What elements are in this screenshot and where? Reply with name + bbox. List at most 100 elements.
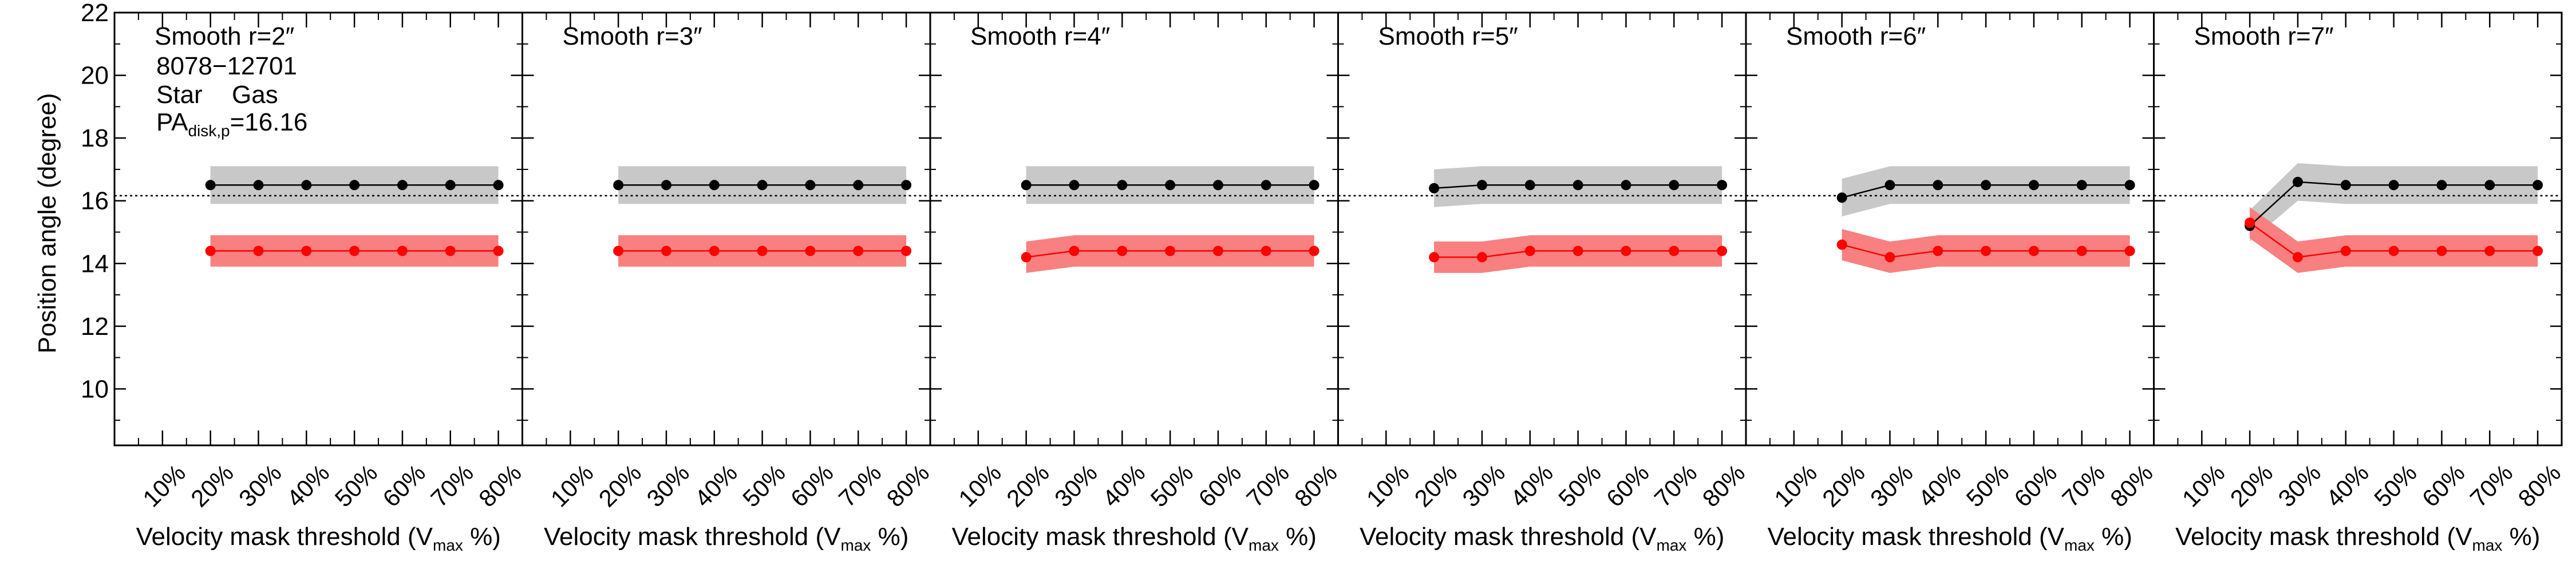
x-tick-label: 40% <box>1097 459 1151 512</box>
x-tick-label: 50% <box>1553 459 1606 512</box>
x-tick-label: 60% <box>377 459 430 512</box>
data-point-gas <box>1309 246 1319 256</box>
y-tick-label: 14 <box>81 250 109 278</box>
data-point-star <box>1524 180 1535 191</box>
panel-title-2: Smooth r=3″ <box>563 22 702 50</box>
data-point-gas <box>1429 252 1440 263</box>
x-tick-label: 70% <box>425 459 479 512</box>
x-tick-label: 70% <box>2465 459 2518 512</box>
data-point-star <box>2388 180 2399 191</box>
data-point-gas <box>445 246 456 256</box>
x-axis-label-suffix: %) <box>1686 523 1724 551</box>
x-tick-label: 70% <box>833 459 887 512</box>
x-tick-label: 40% <box>689 459 742 512</box>
x-tick-label: 70% <box>1649 459 1702 512</box>
data-point-star <box>805 180 816 191</box>
data-point-gas <box>613 246 624 256</box>
x-tick-label: 10% <box>1361 459 1415 512</box>
y-tick-label: 22 <box>81 0 109 27</box>
data-point-gas <box>805 246 816 256</box>
x-tick-label: 50% <box>1961 459 2014 512</box>
data-point-gas <box>757 246 768 256</box>
data-point-gas <box>2124 246 2135 256</box>
x-axis-label-suffix: %) <box>463 523 501 551</box>
x-axis-label-prefix: Velocity mask threshold (V <box>1360 523 1657 551</box>
x-tick-label: 80% <box>473 459 527 512</box>
x-tick-label: 70% <box>1241 459 1294 512</box>
data-point-star <box>613 180 624 191</box>
data-point-gas <box>1836 239 1847 250</box>
x-tick-label: 10% <box>1769 459 1822 512</box>
x-axis-label-prefix: Velocity mask threshold (V <box>1768 523 2065 551</box>
x-axis-label-subscript: max <box>841 536 871 554</box>
panel-title-6: Smooth r=7″ <box>2194 22 2334 50</box>
x-tick-label: 30% <box>2273 459 2326 512</box>
data-point-gas <box>493 246 504 256</box>
data-point-gas <box>1261 246 1271 256</box>
y-tick-label: 16 <box>81 187 109 215</box>
data-point-star <box>1476 180 1487 191</box>
x-tick-label: 60% <box>1601 459 1654 512</box>
data-point-star <box>2292 176 2303 187</box>
x-axis-label-prefix: Velocity mask threshold (V <box>136 523 433 551</box>
panel-frame-5 <box>1745 11 2155 447</box>
data-point-gas <box>853 246 864 256</box>
panel-frame-2 <box>521 11 931 447</box>
x-axis-label-suffix: %) <box>871 523 908 551</box>
band-star-panel-5 <box>1842 166 2130 217</box>
x-tick-label: 30% <box>1457 459 1510 512</box>
pa-label-sub: disk,p <box>188 122 230 140</box>
data-point-gas <box>709 246 720 256</box>
data-point-gas <box>2292 252 2303 263</box>
info-id-text: 8078−12701 <box>156 52 297 80</box>
data-point-star <box>1669 180 1680 191</box>
x-axis-label-prefix: Velocity mask threshold (V <box>544 523 841 551</box>
data-point-gas <box>1717 246 1728 256</box>
y-tick-label: 18 <box>81 124 109 152</box>
data-point-gas <box>1117 246 1128 256</box>
y-tick-label: 20 <box>81 62 109 90</box>
data-point-star <box>1981 180 1992 191</box>
x-tick-label: 60% <box>2009 459 2062 512</box>
data-point-star <box>2124 180 2135 191</box>
data-point-gas <box>1621 246 1631 256</box>
x-tick-label: 80% <box>2513 459 2566 512</box>
data-point-star <box>1261 180 1271 191</box>
data-point-star <box>1717 180 1728 191</box>
x-tick-label: 30% <box>641 459 694 512</box>
data-point-gas <box>349 246 360 256</box>
data-point-gas <box>253 246 264 256</box>
panel-frame-3 <box>929 11 1339 447</box>
y-axis-label: Position angle (degree) <box>33 93 61 354</box>
data-point-gas <box>2436 246 2447 256</box>
data-point-gas <box>1021 252 1032 263</box>
x-axis-label-3: Velocity mask threshold (Vmax %) <box>952 523 1317 554</box>
x-axis-label-subscript: max <box>2064 536 2095 554</box>
x-tick-label: 80% <box>882 459 935 512</box>
legend-gas-label: Gas <box>232 81 278 109</box>
x-tick-label: 80% <box>2105 459 2158 512</box>
x-tick-label: 30% <box>1865 459 1918 512</box>
data-point-star <box>2484 180 2495 191</box>
x-axis-label-prefix: Velocity mask threshold (V <box>2175 523 2472 551</box>
x-tick-label: 20% <box>185 459 239 512</box>
data-point-star <box>301 180 312 191</box>
x-tick-label: 20% <box>1817 459 1870 512</box>
x-tick-label: 60% <box>785 459 839 512</box>
data-point-star <box>1165 180 1176 191</box>
data-point-star <box>1933 180 1943 191</box>
pa-reference-label: PAdisk,p=16.16 <box>156 108 307 140</box>
data-point-star <box>205 180 216 191</box>
data-point-gas <box>205 246 216 256</box>
x-tick-label: 80% <box>1697 459 1751 512</box>
data-point-star <box>709 180 720 191</box>
x-tick-label: 20% <box>1409 459 1463 512</box>
data-point-gas <box>1212 246 1223 256</box>
data-point-star <box>397 180 408 191</box>
x-axis-label-prefix: Velocity mask threshold (V <box>952 523 1249 551</box>
pa-label-main: PA <box>156 108 188 136</box>
panel-title-3: Smooth r=4″ <box>970 22 1110 50</box>
data-point-star <box>2028 180 2039 191</box>
panel-title-5: Smooth r=6″ <box>1786 22 1926 50</box>
